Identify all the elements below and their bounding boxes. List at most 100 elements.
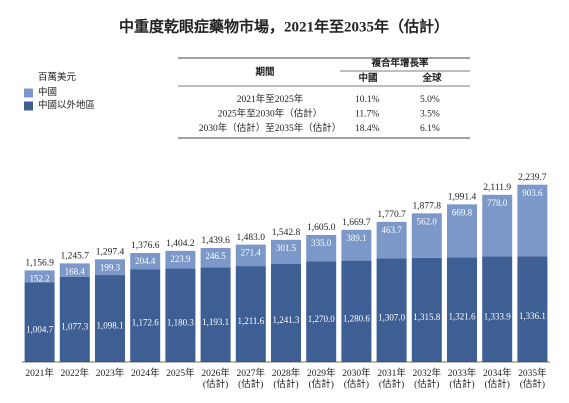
total-label: 2,239.7 bbox=[518, 173, 547, 183]
bar-segment bbox=[341, 260, 372, 362]
bar-segment bbox=[95, 259, 125, 276]
table-cell: 6.1% bbox=[420, 124, 440, 134]
value-label: 1,333.9 bbox=[484, 311, 512, 321]
legend-swatch bbox=[24, 101, 33, 111]
legend-label: 中國以外地區 bbox=[38, 99, 95, 111]
value-label: 1,180.3 bbox=[167, 317, 195, 327]
bar-segment bbox=[482, 256, 513, 362]
table-cell: 10.1% bbox=[355, 95, 380, 105]
x-tick-label: 2025年 bbox=[166, 367, 195, 379]
x-tick-label: 2033年 bbox=[448, 367, 477, 379]
x-tick-label: 2021年 bbox=[25, 367, 54, 379]
bar-segment bbox=[24, 270, 55, 283]
x-tick-label: 2034年 bbox=[483, 367, 512, 379]
value-label: 1,315.8 bbox=[413, 312, 441, 322]
x-tick-label: (估計) bbox=[414, 378, 439, 390]
bar-segment bbox=[24, 282, 55, 362]
bar-segment bbox=[130, 269, 161, 362]
bar-segment bbox=[517, 184, 548, 257]
value-label: 1,241.3 bbox=[273, 315, 301, 325]
bar-segment bbox=[517, 256, 548, 362]
x-tick-label: 2029年 bbox=[307, 367, 336, 379]
x-tick-label: (估計) bbox=[379, 378, 404, 390]
total-label: 1,404.2 bbox=[166, 239, 195, 249]
table-header: 全球 bbox=[421, 72, 442, 84]
value-label: 389.1 bbox=[346, 233, 366, 243]
bar-segment bbox=[482, 194, 513, 257]
legend-swatch bbox=[24, 88, 33, 98]
x-tick-label: (估計) bbox=[344, 378, 369, 390]
value-label: 1,270.0 bbox=[308, 314, 336, 324]
x-tick-label: 2027年 bbox=[237, 367, 266, 379]
x-tick-label: (估計) bbox=[273, 378, 298, 390]
total-label: 1,483.0 bbox=[237, 233, 266, 243]
cagr-table: 期間 複合年增長率 中國 全球 bbox=[178, 57, 470, 87]
bar-segment bbox=[411, 257, 442, 362]
total-label: 1,245.7 bbox=[61, 252, 90, 262]
x-tick-label: (估計) bbox=[485, 378, 510, 390]
x-tick-label: 2032年 bbox=[413, 367, 442, 379]
x-tick-label: 2030年 bbox=[342, 367, 371, 379]
bar-segment bbox=[235, 266, 266, 362]
x-tick-label: (估計) bbox=[449, 378, 474, 390]
value-label: 1,077.3 bbox=[61, 321, 89, 331]
table-header: 複合年增長率 bbox=[370, 57, 429, 69]
value-label: 1,280.6 bbox=[343, 313, 371, 323]
total-label: 1,376.6 bbox=[131, 241, 160, 251]
x-tick-label: 2024年 bbox=[131, 367, 160, 379]
table-cell: 18.4% bbox=[355, 124, 380, 134]
x-tick-label: (估計) bbox=[238, 378, 263, 390]
total-label: 1,439.6 bbox=[201, 236, 230, 246]
value-label: 1,172.6 bbox=[132, 318, 160, 328]
bar-segment bbox=[130, 252, 161, 270]
bar-segment bbox=[59, 276, 90, 362]
x-tick-label: 2031年 bbox=[377, 367, 406, 379]
value-label: 271.4 bbox=[241, 248, 262, 258]
total-label: 1,770.7 bbox=[377, 210, 406, 220]
value-label: 778.0 bbox=[487, 198, 508, 208]
bar-segment bbox=[376, 258, 407, 362]
bar-segment bbox=[95, 275, 125, 362]
bar-segment bbox=[165, 250, 196, 269]
value-label: 204.4 bbox=[135, 256, 156, 266]
value-label: 1,321.6 bbox=[449, 312, 477, 322]
value-label: 1,211.6 bbox=[237, 316, 264, 326]
value-label: 335.0 bbox=[311, 238, 332, 248]
x-tick-label: 2028年 bbox=[272, 367, 301, 379]
x-tick-label: 2026年 bbox=[201, 367, 230, 379]
total-label: 1,605.0 bbox=[307, 223, 336, 233]
table-cell: 2025年至2030年（估計） bbox=[218, 108, 323, 120]
bar-segment bbox=[200, 267, 231, 362]
value-label: 223.9 bbox=[170, 254, 191, 264]
x-tick-label: (估計) bbox=[203, 378, 228, 390]
bar-segment bbox=[447, 257, 477, 362]
value-label: 669.8 bbox=[452, 207, 473, 217]
value-label: 562.0 bbox=[417, 216, 438, 226]
bar-segment bbox=[376, 221, 407, 259]
total-label: 1,877.8 bbox=[413, 202, 442, 212]
value-label: 1,336.1 bbox=[519, 311, 546, 321]
bar-segment bbox=[306, 261, 337, 362]
total-label: 1,297.4 bbox=[96, 247, 125, 257]
unit-label: 百萬美元 bbox=[38, 71, 77, 83]
value-label: 1,193.1 bbox=[202, 317, 229, 327]
bar-segment bbox=[271, 239, 301, 264]
table-header: 中國 bbox=[358, 72, 377, 84]
table-header: 期間 bbox=[255, 66, 274, 78]
table-cell: 2030年（估計）至2035年（估計） bbox=[199, 122, 342, 134]
bar-segment bbox=[200, 248, 231, 268]
total-label: 1,156.9 bbox=[25, 259, 54, 269]
value-label: 168.4 bbox=[65, 266, 86, 276]
x-tick-label: (估計) bbox=[309, 378, 334, 390]
value-label: 152.2 bbox=[29, 273, 49, 283]
x-tick-label: 2023年 bbox=[96, 367, 125, 379]
bar-segment bbox=[341, 229, 372, 261]
value-label: 903.6 bbox=[522, 188, 543, 198]
value-label: 1,004.7 bbox=[26, 324, 54, 334]
x-tick-label: (估計) bbox=[520, 378, 545, 390]
bar-segment bbox=[235, 244, 266, 267]
table-cell: 3.5% bbox=[420, 110, 440, 120]
bar-segment bbox=[59, 263, 90, 277]
value-label: 246.5 bbox=[205, 251, 226, 261]
